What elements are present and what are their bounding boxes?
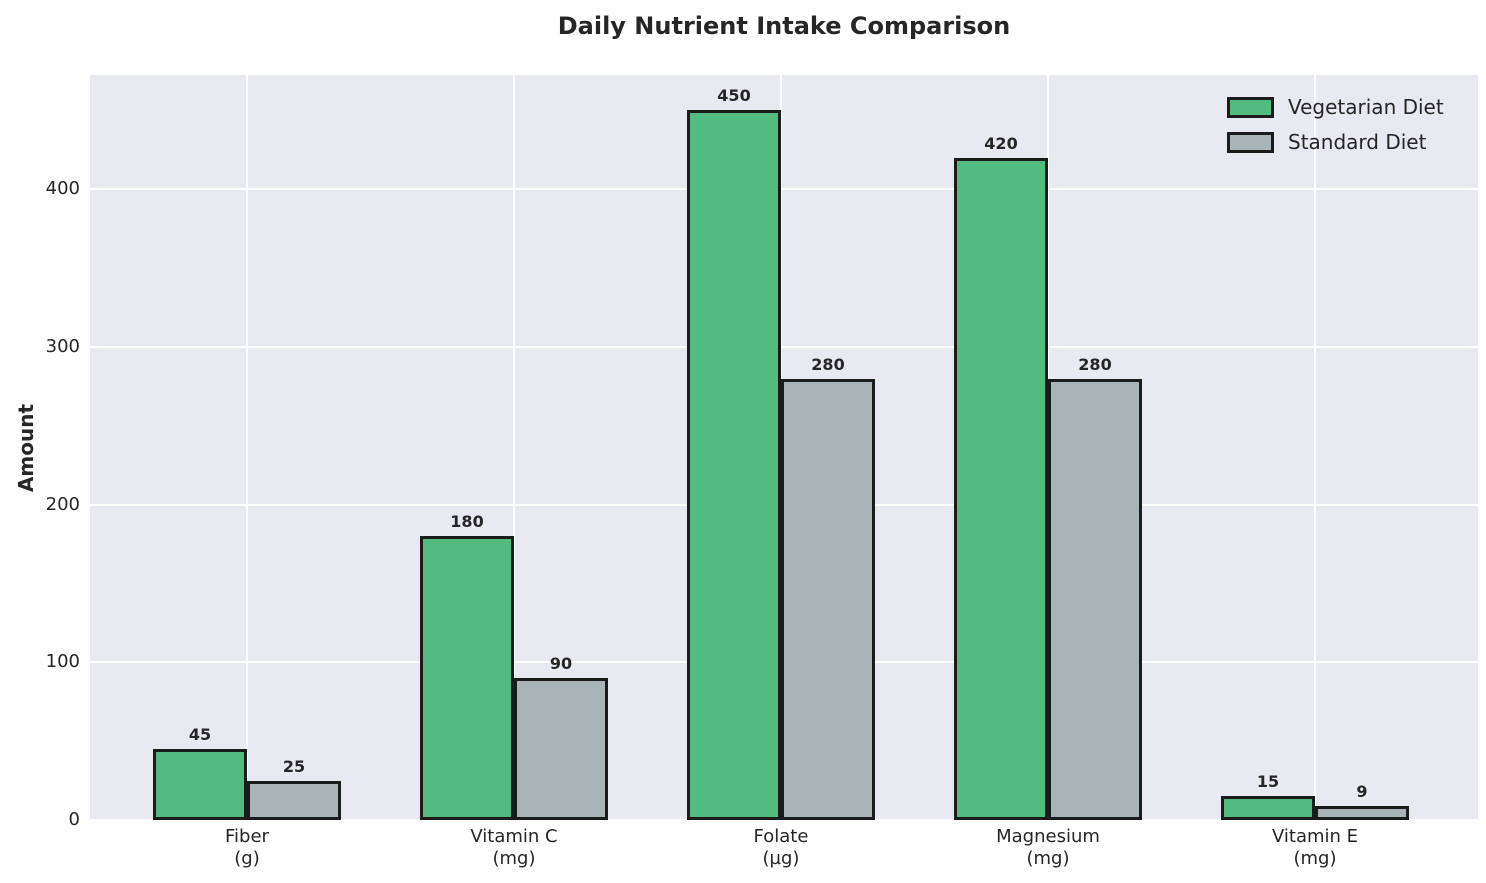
y-tick-label-300: 300 xyxy=(45,335,80,357)
bar-value-label: 180 xyxy=(450,512,484,532)
bar-standard-diet-magnesium xyxy=(1048,378,1142,820)
x-tick-label-name: Vitamin C xyxy=(470,826,558,847)
bar-standard-diet-folate xyxy=(781,378,875,820)
y-tick-label-200: 200 xyxy=(45,493,80,515)
y-tick-label-0: 0 xyxy=(68,809,80,830)
legend-label: Vegetarian Diet xyxy=(1288,95,1444,119)
y-tick-label-100: 100 xyxy=(45,651,80,673)
bar-vegetarian-diet-fiber xyxy=(153,749,247,820)
gridline-horizontal-0 xyxy=(90,819,1478,821)
gridline-horizontal-400 xyxy=(90,188,1478,191)
x-tick-label-unit: (mg) xyxy=(1293,848,1337,869)
x-tick-label-unit: (g) xyxy=(234,848,260,869)
x-tick-label-vitamin-c: Vitamin C (mg) xyxy=(404,826,624,870)
bar-value-label: 420 xyxy=(984,133,1018,153)
legend: Vegetarian Diet Standard Diet xyxy=(1227,95,1444,165)
plot-area: 45 25 180 90 450 280 420 280 15 9 Vegetarian Diet S… xyxy=(90,75,1478,821)
x-tick-label-name: Fiber xyxy=(225,826,269,847)
bar-standard-diet-fiber xyxy=(247,780,341,820)
bar-value-label: 15 xyxy=(1256,772,1280,792)
x-tick-label-unit: (µg) xyxy=(762,848,800,869)
bar-value-label: 45 xyxy=(188,725,212,745)
bar-vegetarian-diet-vitamin-c xyxy=(420,536,514,820)
bar-value-label: 450 xyxy=(717,86,751,106)
x-tick-label-folate: Folate (µg) xyxy=(671,826,891,870)
legend-item-vegetarian-diet: Vegetarian Diet xyxy=(1227,95,1444,119)
x-tick-label-name: Folate xyxy=(753,826,809,847)
bar-value-label: 280 xyxy=(811,354,845,374)
bar-value-label: 9 xyxy=(1356,781,1368,801)
x-tick-label-fiber: Fiber (g) xyxy=(137,826,357,870)
gridline-vertical-4 xyxy=(1314,75,1316,820)
chart-title: Daily Nutrient Intake Comparison xyxy=(557,12,1011,40)
x-tick-label-vitamin-e: Vitamin E (mg) xyxy=(1205,826,1425,870)
bar-standard-diet-vitamin-c xyxy=(514,678,608,820)
x-tick-label-magnesium: Magnesium (mg) xyxy=(938,826,1158,870)
bar-value-label: 90 xyxy=(549,654,573,674)
bar-vegetarian-diet-vitamin-e xyxy=(1221,796,1315,820)
legend-swatch-standard-diet xyxy=(1227,131,1274,153)
x-tick-label-name: Magnesium xyxy=(996,826,1100,847)
x-tick-label-unit: (mg) xyxy=(492,848,536,869)
gridline-horizontal-300 xyxy=(90,345,1478,348)
legend-label: Standard Diet xyxy=(1288,130,1427,154)
bar-vegetarian-diet-magnesium xyxy=(954,157,1048,820)
y-tick-label-400: 400 xyxy=(45,178,80,200)
x-tick-label-unit: (mg) xyxy=(1026,848,1070,869)
x-tick-label-name: Vitamin E xyxy=(1271,826,1359,847)
gridline-vertical-1 xyxy=(513,75,515,820)
legend-swatch-vegetarian-diet xyxy=(1227,96,1274,118)
bar-vegetarian-diet-folate xyxy=(687,110,781,820)
gridline-vertical-0 xyxy=(246,75,248,820)
bar-standard-diet-vitamin-e xyxy=(1315,805,1409,820)
legend-item-standard-diet: Standard Diet xyxy=(1227,130,1444,154)
bar-value-label: 25 xyxy=(282,756,306,776)
bar-value-label: 280 xyxy=(1078,354,1112,374)
y-axis-label: Amount xyxy=(14,403,38,493)
